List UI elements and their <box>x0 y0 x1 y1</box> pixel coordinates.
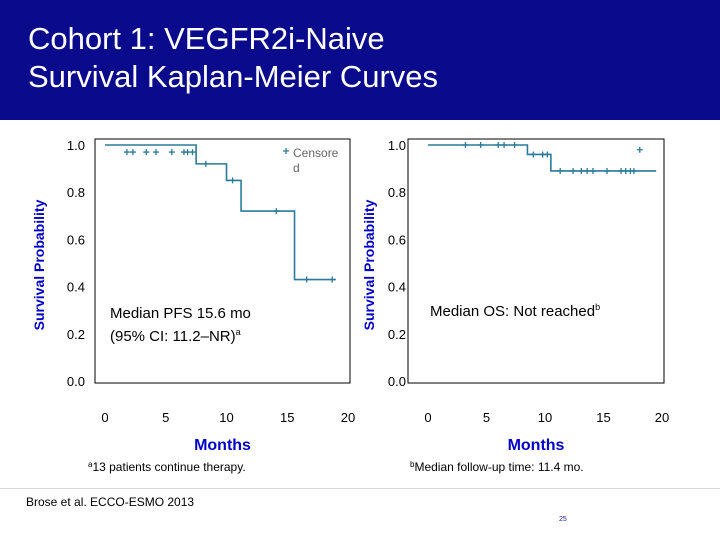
km1-xtick-label: 15 <box>280 410 294 425</box>
km2-censor-mark <box>477 142 484 148</box>
km2-ytick-label: 0.6 <box>388 232 406 247</box>
km1-ytick-label: 0.2 <box>67 327 85 342</box>
km1-x-axis-label: Months <box>194 437 251 454</box>
km1-xtick-label: 5 <box>162 410 169 425</box>
km2-censor-mark <box>578 167 585 174</box>
title-line-1: Cohort 1: VEGFR2i-Naive <box>28 21 385 56</box>
km1-y-axis-label: Survival Probability <box>31 199 47 330</box>
km1-legend-censor-marker <box>283 148 289 154</box>
km1-ytick-label: 1.0 <box>67 138 85 153</box>
km1-annotation-line1: Median PFS 15.6 mo <box>110 305 251 322</box>
km2-censor-mark <box>557 167 564 174</box>
km2-survival-curve <box>428 144 657 172</box>
km1-footnote: a13 patients continue therapy. <box>88 460 246 474</box>
km1-censor-mark <box>168 149 175 156</box>
km1-censor-mark <box>329 276 336 283</box>
citation: Brose et al. ECCO-ESMO 2013 <box>26 495 195 509</box>
km2-annotation-superscript: b <box>595 302 600 312</box>
km1-footnote-text: 13 patients continue therapy. <box>92 460 245 474</box>
km1-annotation-line2: (95% CI: 11.2–NR)a <box>110 327 241 345</box>
km1-xtick-label: 10 <box>219 410 233 425</box>
km2-censor-mark <box>501 142 508 148</box>
km1-censor-mark <box>303 276 310 283</box>
km1-legend-label-line2: d <box>293 161 300 175</box>
km2-ytick-label: 0.0 <box>388 374 406 389</box>
slide-title: Cohort 1: VEGFR2i-Naive Survival Kaplan-… <box>28 20 438 96</box>
km2-footnote-superscript: b <box>410 460 415 469</box>
km1-censor-mark <box>202 160 209 167</box>
km1-censor-mark <box>273 208 280 215</box>
km1-ytick-label: 0.0 <box>67 374 85 389</box>
km2-censor-mark <box>544 151 551 158</box>
km2-x-axis-label: Months <box>508 437 565 454</box>
km2-censor-mark <box>570 167 577 174</box>
km2-censor-mark <box>511 142 518 148</box>
km1-censor-mark <box>143 149 150 156</box>
km1-annotation-ci: (95% CI: 11.2–NR) <box>110 328 236 345</box>
km1-ytick-label: 0.6 <box>67 232 85 247</box>
km2-censor-mark <box>604 167 611 174</box>
km1-censor-mark <box>129 149 136 156</box>
km2-censor-mark <box>530 151 537 158</box>
slide-header: Cohort 1: VEGFR2i-Naive Survival Kaplan-… <box>0 0 720 120</box>
km2-xtick-label: 10 <box>538 410 552 425</box>
km1-censor-mark <box>229 177 236 184</box>
km2-annotation-text: Median OS: Not reached <box>430 303 595 320</box>
km1-legend-label-line1: Censore <box>293 146 339 160</box>
km2-censor-mark <box>636 146 643 153</box>
km2-annotation-line1: Median OS: Not reachedb <box>430 302 600 320</box>
km1-plot-area <box>94 138 351 384</box>
page-number: 25 <box>559 516 567 523</box>
km2-xtick-label: 20 <box>655 410 669 425</box>
title-line-2: Survival Kaplan-Meier Curves <box>28 59 439 94</box>
km2-ytick-label: 0.8 <box>388 185 406 200</box>
km1-censor-mark <box>123 149 130 156</box>
km2-censor-mark <box>589 167 596 174</box>
km1-xtick-label: 0 <box>101 410 108 425</box>
km2-censor-mark <box>495 142 502 148</box>
km2-footnote-text: Median follow-up time: 11.4 mo. <box>414 460 583 474</box>
km2-xtick-label: 0 <box>424 410 431 425</box>
km1-ytick-label: 0.4 <box>67 280 85 295</box>
km1-ytick-label: 0.8 <box>67 185 85 200</box>
km2-censor-mark <box>462 142 469 148</box>
km1-annotation-superscript: a <box>236 327 241 337</box>
km2-ytick-label: 1.0 <box>388 138 406 153</box>
km1-xtick-label: 20 <box>341 410 355 425</box>
km2-ytick-label: 0.4 <box>388 280 406 295</box>
km2-xtick-label: 5 <box>483 410 490 425</box>
citation-box <box>0 488 720 541</box>
km1-footnote-superscript: a <box>88 460 93 469</box>
km2-censor-mark <box>630 167 637 174</box>
km2-ytick-label: 0.2 <box>388 327 406 342</box>
km1-censor-mark <box>153 149 160 156</box>
km2-censor-mark <box>584 167 591 174</box>
km2-xtick-label: 15 <box>596 410 610 425</box>
km2-y-axis-label: Survival Probability <box>361 199 377 330</box>
km1-censor-mark <box>189 149 196 156</box>
km2-footnote: bMedian follow-up time: 11.4 mo. <box>410 460 584 474</box>
km2-plot-area <box>407 138 665 384</box>
